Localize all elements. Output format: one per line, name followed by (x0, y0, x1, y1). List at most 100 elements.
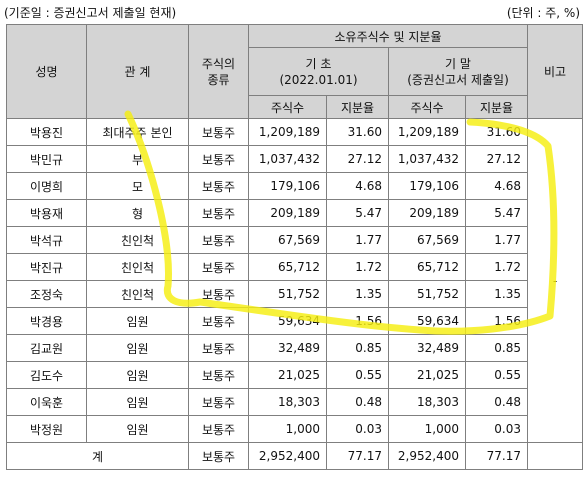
cell-end-ratio: 0.03 (465, 415, 528, 443)
header-begin-date: (2022.01.01) (279, 72, 358, 87)
cell-end-shares: 1,000 (388, 415, 466, 443)
cell-end-ratio: 31.60 (465, 118, 528, 146)
header-holdings: 소유주식수 및 지분율 (248, 24, 528, 48)
table-row: 박진규 친인척 보통주 65,712 1.72 65,712 1.72 (6, 253, 583, 281)
cell-stock-type: 보통주 (188, 415, 249, 443)
table-row: 박석규 친인척 보통주 67,569 1.77 67,569 1.77 (6, 226, 583, 254)
cell-begin-ratio: 5.47 (326, 199, 389, 227)
cell-stock-type: 보통주 (188, 388, 249, 416)
cell-end-ratio: 1.56 (465, 307, 528, 335)
cell-relation: 임원 (86, 388, 189, 416)
cell-end-shares: 21,025 (388, 361, 466, 389)
cell-stock-type: 보통주 (188, 199, 249, 227)
cell-name: 이욱훈 (6, 388, 87, 416)
cell-name: 박진규 (6, 253, 87, 281)
cell-end-ratio: 1.35 (465, 280, 528, 308)
cell-relation: 최대주주 본인 (86, 118, 189, 146)
cell-relation: 부 (86, 145, 189, 173)
header-end: 기 말 (증권신고서 제출일) (388, 47, 528, 96)
cell-end-shares: 65,712 (388, 253, 466, 281)
cell-begin-shares: 179,106 (248, 172, 327, 200)
cell-relation: 모 (86, 172, 189, 200)
cell-end-ratio: 0.85 (465, 334, 528, 362)
cell-begin-shares: 209,189 (248, 199, 327, 227)
cell-relation: 친인척 (86, 280, 189, 308)
total-stock-type: 보통주 (188, 442, 249, 470)
cell-stock-type: 보통주 (188, 118, 249, 146)
cell-end-shares: 32,489 (388, 334, 466, 362)
cell-name: 이명희 (6, 172, 87, 200)
cell-begin-shares: 65,712 (248, 253, 327, 281)
cell-relation: 형 (86, 199, 189, 227)
header-begin-ratio: 지분율 (326, 95, 389, 119)
header-name: 성명 (6, 24, 87, 119)
cell-end-ratio: 4.68 (465, 172, 528, 200)
cell-end-ratio: 1.72 (465, 253, 528, 281)
total-end-shares: 2,952,400 (388, 442, 466, 470)
header-stock-type: 주식의 종류 (188, 24, 249, 119)
cell-begin-ratio: 1.56 (326, 307, 389, 335)
cell-begin-shares: 51,752 (248, 280, 327, 308)
cell-stock-type: 보통주 (188, 280, 249, 308)
table-row: 이욱훈 임원 보통주 18,303 0.48 18,303 0.48 (6, 388, 583, 416)
cell-begin-shares: 1,037,432 (248, 145, 327, 173)
cell-begin-shares: 1,000 (248, 415, 327, 443)
cell-stock-type: 보통주 (188, 334, 249, 362)
header-end-ratio: 지분율 (465, 95, 528, 119)
shareholding-table: 성명 관 계 주식의 종류 소유주식수 및 지분율 비고 기 초 (2022.0… (6, 24, 583, 470)
cell-end-shares: 209,189 (388, 199, 466, 227)
cell-end-shares: 67,569 (388, 226, 466, 254)
cell-stock-type: 보통주 (188, 226, 249, 254)
cell-begin-ratio: 4.68 (326, 172, 389, 200)
cell-begin-ratio: 31.60 (326, 118, 389, 146)
cell-relation: 친인척 (86, 253, 189, 281)
cell-name: 박석규 (6, 226, 87, 254)
cell-end-shares: 1,037,432 (388, 145, 466, 173)
cell-name: 박경용 (6, 307, 87, 335)
cell-begin-ratio: 1.72 (326, 253, 389, 281)
header-end-label: 기 말 (445, 56, 471, 71)
cell-begin-shares: 32,489 (248, 334, 327, 362)
cell-end-ratio: 1.77 (465, 226, 528, 254)
table-row: 박용재 형 보통주 209,189 5.47 209,189 5.47 (6, 199, 583, 227)
table-row: 박민규 부 보통주 1,037,432 27.12 1,037,432 27.1… (6, 145, 583, 173)
cell-stock-type: 보통주 (188, 172, 249, 200)
cell-begin-ratio: 0.48 (326, 388, 389, 416)
total-end-ratio: 77.17 (465, 442, 528, 470)
header-end-date: (증권신고서 제출일) (407, 72, 509, 87)
table-row: 김교원 임원 보통주 32,489 0.85 32,489 0.85 (6, 334, 583, 362)
cell-begin-ratio: 0.85 (326, 334, 389, 362)
header-begin-label: 기 초 (305, 56, 332, 71)
total-begin-shares: 2,952,400 (248, 442, 327, 470)
cell-begin-ratio: 0.03 (326, 415, 389, 443)
cell-begin-shares: 67,569 (248, 226, 327, 254)
cell-end-ratio: 0.48 (465, 388, 528, 416)
cell-end-ratio: 5.47 (465, 199, 528, 227)
cell-name: 박용재 (6, 199, 87, 227)
cell-begin-shares: 59,634 (248, 307, 327, 335)
cell-end-ratio: 0.55 (465, 361, 528, 389)
table-row: 박경용 임원 보통주 59,634 1.56 59,634 1.56 (6, 307, 583, 335)
table-row: 박용진 최대주주 본인 보통주 1,209,189 31.60 1,209,18… (6, 118, 583, 443)
header-relation: 관 계 (86, 24, 189, 119)
unit-note: (단위 : 주, %) (506, 6, 580, 20)
cell-relation: 임원 (86, 307, 189, 335)
cell-begin-shares: 21,025 (248, 361, 327, 389)
cell-end-shares: 1,209,189 (388, 118, 466, 146)
header-begin-shares: 주식수 (248, 95, 327, 119)
header-end-shares: 주식수 (388, 95, 466, 119)
cell-stock-type: 보통주 (188, 145, 249, 173)
cell-begin-ratio: 1.35 (326, 280, 389, 308)
cell-end-shares: 179,106 (388, 172, 466, 200)
table-row: 이명희 모 보통주 179,106 4.68 179,106 4.68 (6, 172, 583, 200)
cell-remark: - (527, 118, 583, 443)
cell-name: 김도수 (6, 361, 87, 389)
header-remark: 비고 (527, 24, 583, 119)
total-begin-ratio: 77.17 (326, 442, 389, 470)
cell-begin-ratio: 0.55 (326, 361, 389, 389)
table-row: 조정숙 친인척 보통주 51,752 1.35 51,752 1.35 (6, 280, 583, 308)
total-label: 계 (6, 442, 189, 470)
cell-end-ratio: 27.12 (465, 145, 528, 173)
cell-begin-shares: 1,209,189 (248, 118, 327, 146)
cell-name: 박용진 (6, 118, 87, 146)
